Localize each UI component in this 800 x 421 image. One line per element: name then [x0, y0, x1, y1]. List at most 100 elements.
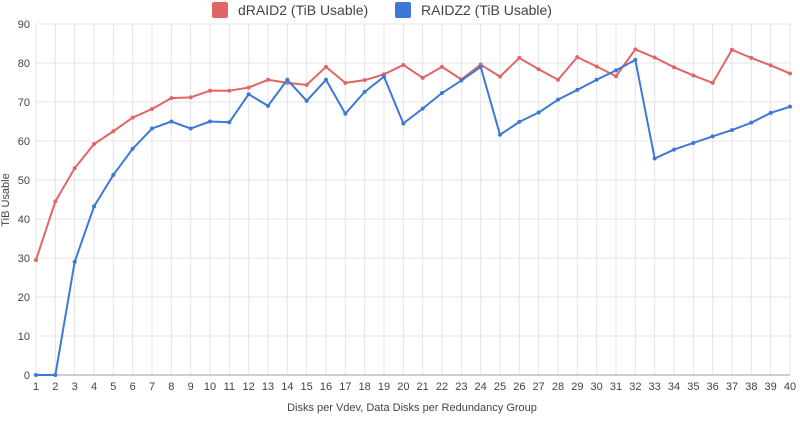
data-point[interactable] — [169, 96, 174, 101]
data-point[interactable] — [575, 87, 580, 92]
legend-swatch — [212, 2, 228, 18]
y-tick-label: 60 — [18, 136, 30, 148]
data-point[interactable] — [382, 74, 386, 79]
data-point[interactable] — [111, 172, 116, 177]
data-point[interactable] — [594, 77, 599, 82]
x-tick-label: 2 — [52, 381, 58, 393]
data-point[interactable] — [594, 64, 599, 69]
data-point[interactable] — [459, 78, 464, 83]
data-point[interactable] — [672, 65, 676, 70]
data-point[interactable] — [633, 57, 638, 62]
data-point[interactable] — [53, 373, 58, 377]
x-tick-label: 16 — [320, 381, 332, 393]
y-tick-label: 50 — [18, 175, 30, 187]
legend[interactable]: dRAID2 (TiB Usable) RAIDZ2 (TiB Usable) — [212, 2, 552, 18]
data-point[interactable] — [691, 73, 696, 78]
data-point[interactable] — [691, 140, 696, 145]
data-point[interactable] — [730, 47, 734, 52]
data-point[interactable] — [614, 74, 618, 79]
data-point[interactable] — [749, 120, 754, 125]
data-point[interactable] — [730, 128, 734, 133]
x-tick-label: 33 — [649, 381, 661, 393]
data-point[interactable] — [53, 199, 58, 204]
data-point[interactable] — [768, 63, 773, 68]
data-point[interactable] — [614, 68, 618, 73]
data-point[interactable] — [72, 259, 77, 264]
series-line — [35, 48, 791, 261]
x-tick-label: 24 — [475, 381, 487, 393]
data-point[interactable] — [34, 373, 38, 377]
data-point[interactable] — [420, 106, 425, 111]
data-point[interactable] — [246, 92, 251, 97]
data-point[interactable] — [130, 115, 135, 120]
x-tick-label: 35 — [687, 381, 699, 393]
legend-item-2[interactable]: RAIDZ2 (TiB Usable) — [395, 2, 552, 18]
data-point[interactable] — [556, 97, 560, 102]
data-point[interactable] — [478, 64, 483, 69]
x-tick-label: 1 — [33, 381, 39, 393]
x-tick-label: 25 — [494, 381, 506, 393]
data-point[interactable] — [34, 257, 38, 262]
legend-item-1[interactable]: dRAID2 (TiB Usable) — [212, 2, 368, 18]
data-point[interactable] — [652, 156, 657, 161]
data-point[interactable] — [440, 64, 444, 69]
data-point[interactable] — [246, 85, 251, 90]
data-point[interactable] — [768, 110, 773, 115]
data-point[interactable] — [324, 77, 328, 82]
data-point[interactable] — [710, 134, 715, 139]
data-point[interactable] — [92, 142, 96, 147]
data-point[interactable] — [788, 104, 792, 109]
data-point[interactable] — [749, 55, 754, 60]
y-tick-label: 40 — [18, 214, 30, 226]
data-point[interactable] — [498, 132, 502, 137]
data-point[interactable] — [208, 88, 212, 93]
data-point[interactable] — [575, 55, 580, 60]
x-tick-label: 21 — [417, 381, 429, 393]
x-tick-label: 27 — [533, 381, 545, 393]
data-point[interactable] — [652, 55, 657, 60]
data-point[interactable] — [266, 77, 270, 82]
data-point[interactable] — [556, 77, 560, 82]
data-point[interactable] — [401, 62, 406, 67]
data-point[interactable] — [304, 82, 309, 87]
data-point[interactable] — [111, 129, 116, 134]
data-point[interactable] — [788, 71, 792, 76]
x-tick-label: 13 — [262, 381, 274, 393]
y-tick-label: 10 — [18, 331, 30, 343]
data-point[interactable] — [536, 110, 541, 115]
data-point[interactable] — [227, 120, 232, 125]
data-point[interactable] — [130, 146, 135, 151]
data-point[interactable] — [208, 119, 212, 124]
data-point[interactable] — [362, 89, 367, 94]
data-point[interactable] — [401, 121, 406, 126]
x-tick-label: 23 — [455, 381, 467, 393]
data-point[interactable] — [672, 147, 676, 152]
legend-swatch — [395, 2, 411, 18]
data-point[interactable] — [324, 64, 328, 69]
x-tick-label: 36 — [707, 381, 719, 393]
data-point[interactable] — [304, 98, 309, 103]
data-point[interactable] — [150, 126, 154, 131]
data-point[interactable] — [420, 75, 425, 80]
data-point[interactable] — [188, 126, 193, 131]
data-point[interactable] — [188, 95, 193, 100]
data-point[interactable] — [150, 107, 154, 112]
data-point[interactable] — [517, 55, 522, 60]
data-point[interactable] — [633, 47, 638, 52]
data-point[interactable] — [285, 77, 290, 82]
data-point[interactable] — [710, 80, 715, 85]
data-point[interactable] — [72, 166, 77, 171]
data-point[interactable] — [362, 78, 367, 83]
data-point[interactable] — [343, 80, 348, 85]
data-point[interactable] — [266, 103, 270, 108]
x-tick-label: 30 — [591, 381, 603, 393]
data-point[interactable] — [343, 111, 348, 116]
data-point[interactable] — [227, 88, 232, 93]
data-point[interactable] — [440, 91, 444, 96]
data-point[interactable] — [92, 204, 96, 209]
data-point[interactable] — [498, 74, 502, 79]
data-point[interactable] — [517, 119, 522, 124]
data-point[interactable] — [536, 67, 541, 72]
data-point[interactable] — [169, 119, 174, 124]
